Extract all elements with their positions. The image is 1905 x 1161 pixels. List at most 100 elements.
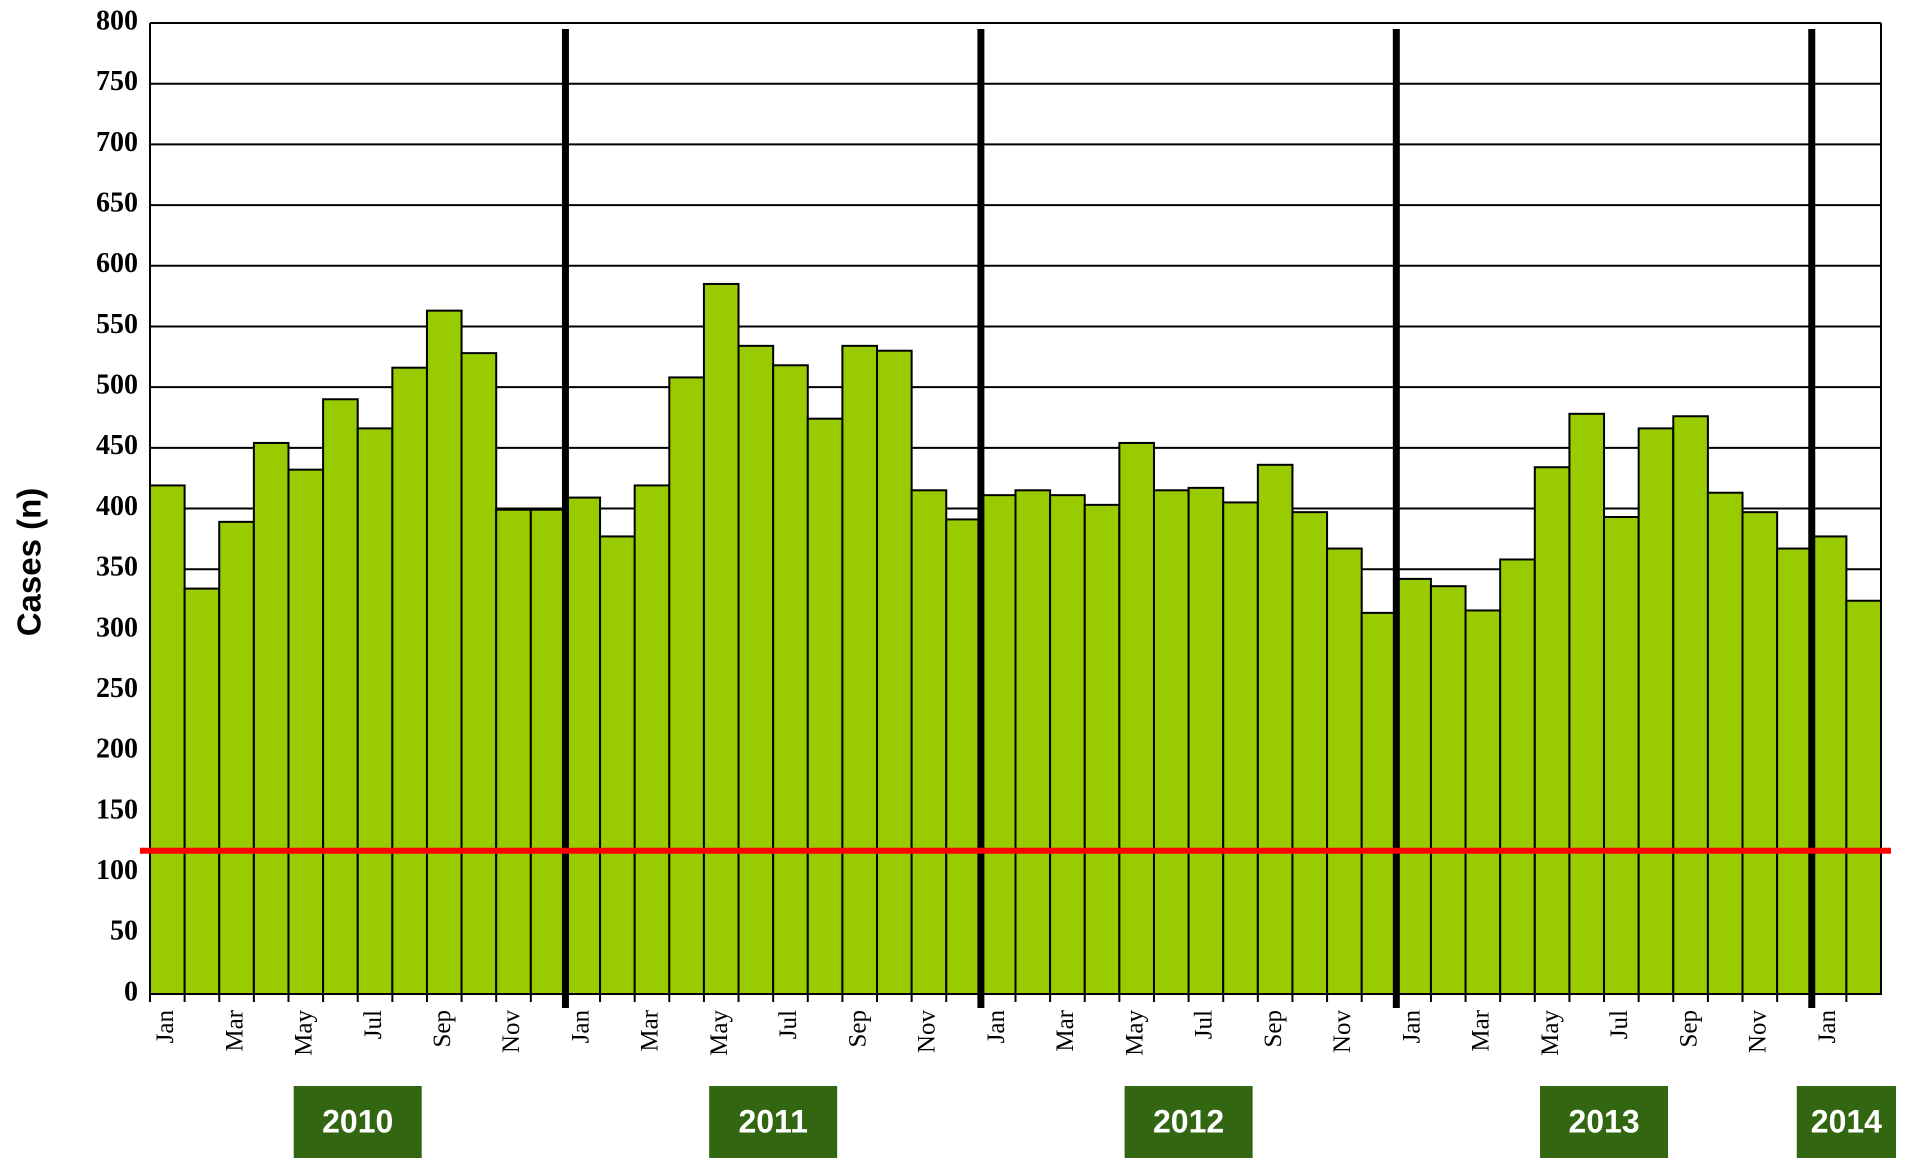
bar <box>876 349 913 995</box>
y-tick-label: 500 <box>96 370 138 401</box>
x-tick-label: May <box>1537 1010 1564 1056</box>
y-tick-label: 100 <box>96 855 138 886</box>
year-box <box>1796 1086 1896 1158</box>
y-tick-label: 550 <box>96 309 138 340</box>
bar <box>841 344 879 996</box>
bar <box>322 398 359 995</box>
bar <box>1395 577 1432 996</box>
bar <box>287 468 325 996</box>
bar <box>945 518 982 996</box>
bar <box>1083 503 1121 995</box>
x-tick-label: Nov <box>498 1010 525 1054</box>
year-label: 2011 <box>738 1103 807 1139</box>
y-tick-label: 450 <box>96 430 138 461</box>
year-label: 2012 <box>1153 1103 1224 1139</box>
bar <box>1568 412 1606 995</box>
bar <box>529 508 567 995</box>
bar <box>252 441 290 995</box>
x-tick-label: Sep <box>844 1010 871 1048</box>
bar <box>183 587 221 995</box>
y-tick-label: 300 <box>96 612 138 643</box>
bar <box>1049 494 1086 995</box>
bar <box>1741 511 1779 995</box>
bar <box>737 344 775 996</box>
year-label: 2014 <box>1811 1103 1882 1139</box>
x-tick-label: Jul <box>360 1010 387 1039</box>
bar <box>633 484 671 995</box>
bar <box>149 484 186 995</box>
x-tick-label: May <box>706 1010 733 1056</box>
bar <box>668 376 705 996</box>
x-tick-label: Nov <box>1329 1010 1356 1054</box>
bar <box>1603 515 1640 996</box>
x-tick-label: Jul <box>1191 1010 1218 1039</box>
bar <box>1706 491 1744 995</box>
bar <box>1152 489 1190 995</box>
bar <box>1672 415 1709 995</box>
bar <box>460 352 498 995</box>
bar <box>1326 547 1363 996</box>
bar <box>1429 585 1467 995</box>
y-tick-label: 750 <box>96 66 138 97</box>
x-tick-label: Mar <box>1052 1009 1079 1051</box>
x-tick-label: Jan <box>152 1010 179 1044</box>
bar <box>1499 558 1536 995</box>
y-tick-label: 250 <box>96 673 138 704</box>
bar <box>1118 441 1155 995</box>
y-tick-label: 350 <box>96 552 138 583</box>
year-label: 2013 <box>1568 1103 1639 1139</box>
y-axis-title: Cases (n) <box>11 488 48 637</box>
y-tick-label: 650 <box>96 187 138 218</box>
bar <box>1014 489 1052 995</box>
x-tick-label: May <box>1121 1010 1148 1056</box>
bar <box>806 417 844 995</box>
x-tick-label: Jan <box>1814 1010 1841 1044</box>
y-tick-label: 150 <box>96 794 138 825</box>
year-box <box>1540 1086 1669 1158</box>
bar <box>1187 486 1225 995</box>
bar <box>1533 466 1571 996</box>
y-tick-label: 800 <box>96 5 138 36</box>
x-tick-label: Sep <box>1675 1010 1702 1048</box>
x-tick-label: Sep <box>429 1010 456 1048</box>
year-box <box>709 1086 838 1158</box>
year-box <box>293 1086 422 1158</box>
x-tick-label: Jan <box>1398 1010 1425 1044</box>
y-tick-label: 400 <box>96 491 138 522</box>
bar <box>702 282 740 995</box>
x-tick-label: Mar <box>221 1009 248 1051</box>
bar <box>425 309 463 995</box>
x-tick-label: Jan <box>983 1010 1010 1044</box>
bar <box>1845 599 1883 995</box>
x-tick-label: Mar <box>637 1009 664 1051</box>
bar <box>1464 609 1502 996</box>
bar <box>495 508 532 995</box>
bar <box>218 520 255 995</box>
bar <box>1222 501 1259 995</box>
x-tick-label: Jul <box>1606 1010 1633 1039</box>
y-tick-label: 600 <box>96 248 138 279</box>
bar <box>1291 511 1329 995</box>
bar <box>391 366 428 995</box>
y-tick-label: 0 <box>124 976 138 1007</box>
bar <box>1810 535 1848 995</box>
x-tick-label: May <box>291 1010 318 1056</box>
x-tick-label: Sep <box>1260 1010 1287 1048</box>
bar <box>1776 547 1813 996</box>
bar <box>1256 463 1294 995</box>
bar <box>979 494 1017 995</box>
x-tick-label: Mar <box>1468 1009 1495 1051</box>
y-tick-label: 700 <box>96 127 138 158</box>
bar <box>564 496 602 995</box>
x-tick-label: Nov <box>1745 1010 1772 1054</box>
x-tick-label: Nov <box>914 1010 941 1054</box>
x-tick-label: Jul <box>775 1010 802 1039</box>
x-tick-label: Jan <box>567 1010 594 1044</box>
bar <box>1360 611 1398 995</box>
y-tick-label: 200 <box>96 734 138 765</box>
y-tick-label: 50 <box>110 916 138 947</box>
year-box <box>1124 1086 1253 1158</box>
bar <box>599 535 636 995</box>
